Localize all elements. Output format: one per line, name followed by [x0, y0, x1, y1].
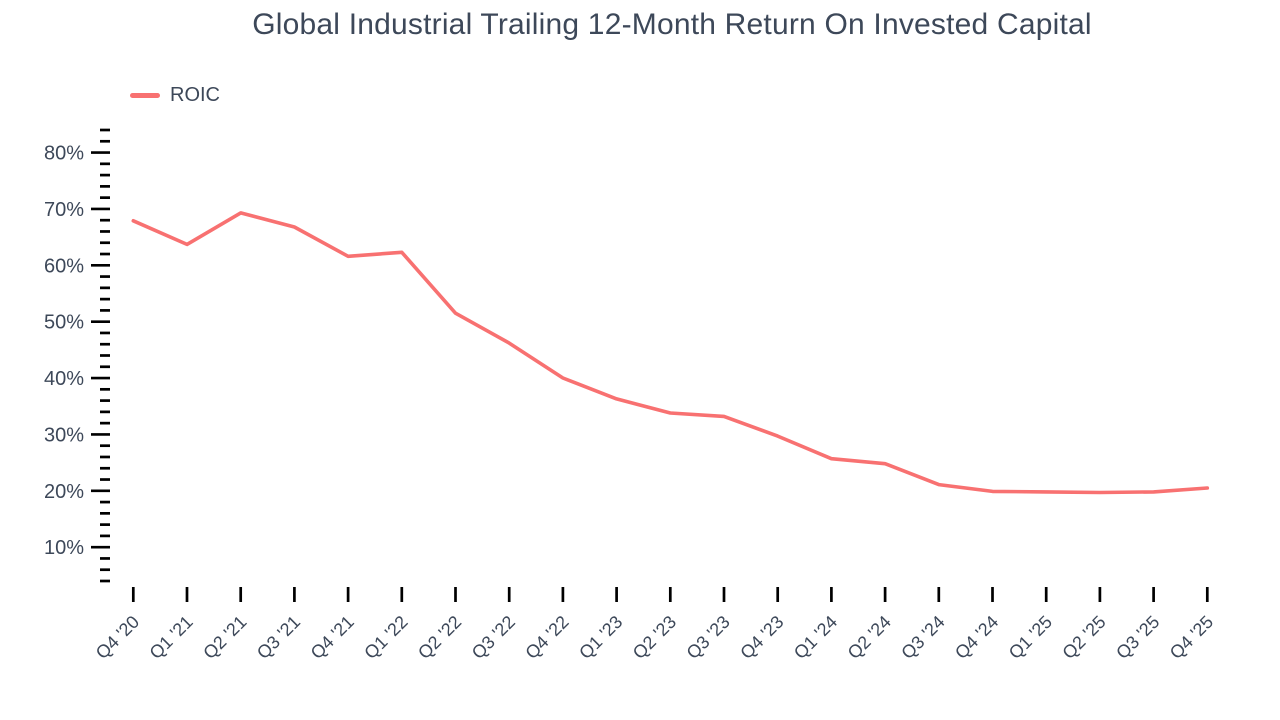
y-axis-tick-label: 80% — [44, 143, 84, 165]
x-axis-tick-label: Q1 '22 — [360, 612, 411, 663]
chart-title: Global Industrial Trailing 12-Month Retu… — [252, 8, 1092, 41]
legend-item-roic[interactable]: ROIC — [130, 84, 220, 107]
x-axis-tick-label: Q3 '21 — [253, 612, 304, 663]
x-axis-tick-label: Q4 '23 — [736, 612, 787, 663]
y-axis-tick-label: 60% — [44, 255, 84, 277]
x-axis-tick-label: Q3 '25 — [1112, 612, 1163, 663]
x-axis-tick-label: Q1 '23 — [575, 612, 626, 663]
y-axis-tick-label: 40% — [44, 368, 84, 390]
x-axis-tick-label: Q2 '25 — [1058, 612, 1109, 663]
x-axis-tick-label: Q2 '23 — [629, 612, 680, 663]
x-axis-tick-label: Q4 '21 — [307, 612, 358, 663]
x-axis-tick-label: Q2 '24 — [844, 612, 895, 663]
x-axis-tick-label: Q2 '22 — [414, 612, 465, 663]
legend-label: ROIC — [170, 84, 220, 106]
x-axis-tick-label: Q1 '25 — [1005, 612, 1056, 663]
y-axis-tick-label: 20% — [44, 481, 84, 503]
x-axis-tick-label: Q4 '20 — [92, 612, 143, 663]
x-axis-tick-label: Q2 '21 — [199, 612, 250, 663]
y-axis-tick-label: 50% — [44, 312, 84, 334]
x-axis-tick-label: Q4 '25 — [1166, 612, 1217, 663]
x-axis-tick-label: Q3 '22 — [468, 612, 519, 663]
x-axis-tick-label: Q3 '23 — [683, 612, 734, 663]
x-axis-tick-label: Q1 '24 — [790, 612, 841, 663]
y-axis-tick-label: 10% — [44, 537, 84, 559]
y-axis-tick-label: 30% — [44, 424, 84, 446]
x-axis-tick-label: Q1 '21 — [146, 612, 197, 663]
x-axis-tick-label: Q4 '22 — [521, 612, 572, 663]
x-axis-tick-label: Q3 '24 — [897, 612, 948, 663]
y-axis-tick-label: 70% — [44, 199, 84, 221]
legend-line-swatch-icon — [130, 93, 160, 98]
series-line-roic[interactable] — [131, 211, 1210, 495]
x-axis-tick-label: Q4 '24 — [951, 612, 1002, 663]
